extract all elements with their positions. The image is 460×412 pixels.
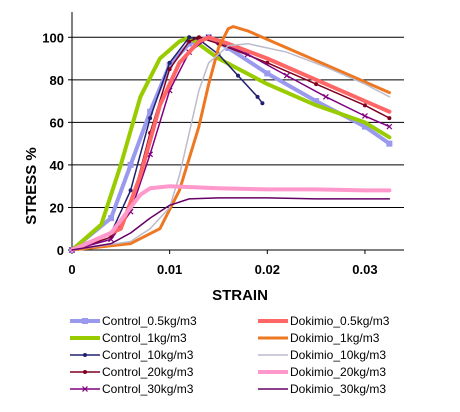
y-axis-title: STRESS % bbox=[23, 147, 40, 225]
series-line bbox=[70, 35, 392, 252]
data-point bbox=[260, 101, 265, 106]
series-dokimio-20kg-m3 bbox=[70, 184, 392, 252]
legend-item: Dokimio_20kg/m3 bbox=[258, 365, 386, 379]
legend-label: Control_1kg/m3 bbox=[102, 331, 187, 345]
legend-label: Control_30kg/m3 bbox=[102, 382, 194, 396]
y-tick-label: 100 bbox=[42, 30, 64, 45]
legend-marker bbox=[83, 370, 87, 374]
data-point bbox=[186, 40, 193, 47]
data-point bbox=[313, 98, 320, 105]
series-layer bbox=[69, 25, 393, 253]
legend-marker bbox=[82, 386, 88, 392]
x-tick-label: 0.01 bbox=[157, 262, 182, 277]
data-point bbox=[386, 123, 393, 130]
data-point bbox=[108, 236, 114, 243]
legend-marker bbox=[83, 353, 87, 357]
series-line bbox=[70, 184, 392, 252]
legend-label: Control_0.5kg/m3 bbox=[102, 314, 197, 328]
x-tick-label: 0 bbox=[68, 262, 75, 277]
series-dokimio-1kg-m3 bbox=[70, 25, 391, 252]
gridlines bbox=[72, 36, 404, 208]
tick-labels: 0 20 40 60 80 100 0 0.01 0.02 0.03 bbox=[42, 30, 377, 277]
legend-item: Dokimio_0.5kg/m3 bbox=[258, 314, 390, 328]
data-point bbox=[387, 116, 392, 121]
y-tick-label: 0 bbox=[57, 243, 64, 258]
series-line bbox=[71, 197, 391, 251]
data-point bbox=[362, 103, 367, 108]
legend-label: Dokimio_20kg/m3 bbox=[290, 365, 386, 379]
x-tick-label: 0.03 bbox=[352, 262, 377, 277]
legend-item: Dokimio_30kg/m3 bbox=[258, 382, 386, 396]
legend-item: Control_0.5kg/m3 bbox=[70, 314, 197, 328]
legend-marker bbox=[82, 318, 88, 324]
series-line bbox=[71, 36, 391, 251]
legend-item: Control_30kg/m3 bbox=[70, 382, 194, 396]
legend-label: Control_20kg/m3 bbox=[102, 365, 194, 379]
data-point bbox=[283, 72, 290, 79]
y-tick-label: 20 bbox=[50, 200, 64, 215]
legend-item: Dokimio_1kg/m3 bbox=[258, 331, 380, 345]
legend-item: Control_1kg/m3 bbox=[70, 331, 187, 345]
y-tick-label: 40 bbox=[50, 158, 64, 173]
data-point bbox=[187, 39, 192, 44]
data-point bbox=[166, 61, 173, 68]
data-point bbox=[127, 161, 134, 168]
legend-label: Dokimio_0.5kg/m3 bbox=[290, 314, 390, 328]
series-line bbox=[71, 42, 391, 251]
legend-label: Dokimio_10kg/m3 bbox=[290, 348, 386, 362]
series-line bbox=[70, 35, 392, 252]
series-dokimio-10kg-m3 bbox=[71, 42, 391, 251]
data-point bbox=[167, 60, 172, 65]
legend-item: Control_10kg/m3 bbox=[70, 348, 194, 362]
data-point bbox=[236, 73, 240, 78]
data-point bbox=[148, 116, 153, 121]
legend-item: Control_20kg/m3 bbox=[70, 365, 194, 379]
series-dokimio-0-5kg-m3 bbox=[70, 35, 392, 252]
data-point bbox=[314, 82, 319, 87]
data-point bbox=[264, 70, 271, 77]
data-point bbox=[167, 67, 172, 72]
x-tick-label: 0.02 bbox=[255, 262, 280, 277]
data-point bbox=[361, 123, 368, 130]
y-tick-label: 80 bbox=[50, 73, 64, 88]
series-line bbox=[70, 35, 392, 252]
series-line bbox=[71, 36, 264, 251]
legend-label: Dokimio_30kg/m3 bbox=[290, 382, 386, 396]
legend: Control_0.5kg/m3 Control_1kg/m3 Control_10… bbox=[70, 314, 390, 396]
data-point bbox=[386, 140, 393, 147]
axes bbox=[68, 12, 404, 254]
data-point bbox=[147, 108, 154, 115]
series-line bbox=[71, 36, 391, 251]
data-point bbox=[362, 113, 368, 119]
data-point bbox=[187, 35, 192, 40]
legend-label: Control_10kg/m3 bbox=[102, 348, 194, 362]
y-tick-label: 60 bbox=[50, 115, 64, 130]
data-point bbox=[196, 35, 201, 40]
series-control-1kg-m3 bbox=[70, 35, 392, 252]
legend-item: Dokimio_10kg/m3 bbox=[258, 348, 386, 362]
series-dokimio-30kg-m3 bbox=[71, 197, 391, 251]
data-point bbox=[322, 93, 329, 100]
x-axis-title: STRAIN bbox=[212, 287, 268, 304]
legend-label: Dokimio_1kg/m3 bbox=[290, 331, 380, 345]
data-point bbox=[128, 188, 133, 193]
data-point bbox=[255, 94, 260, 99]
series-line bbox=[70, 25, 391, 252]
data-point bbox=[108, 215, 115, 222]
